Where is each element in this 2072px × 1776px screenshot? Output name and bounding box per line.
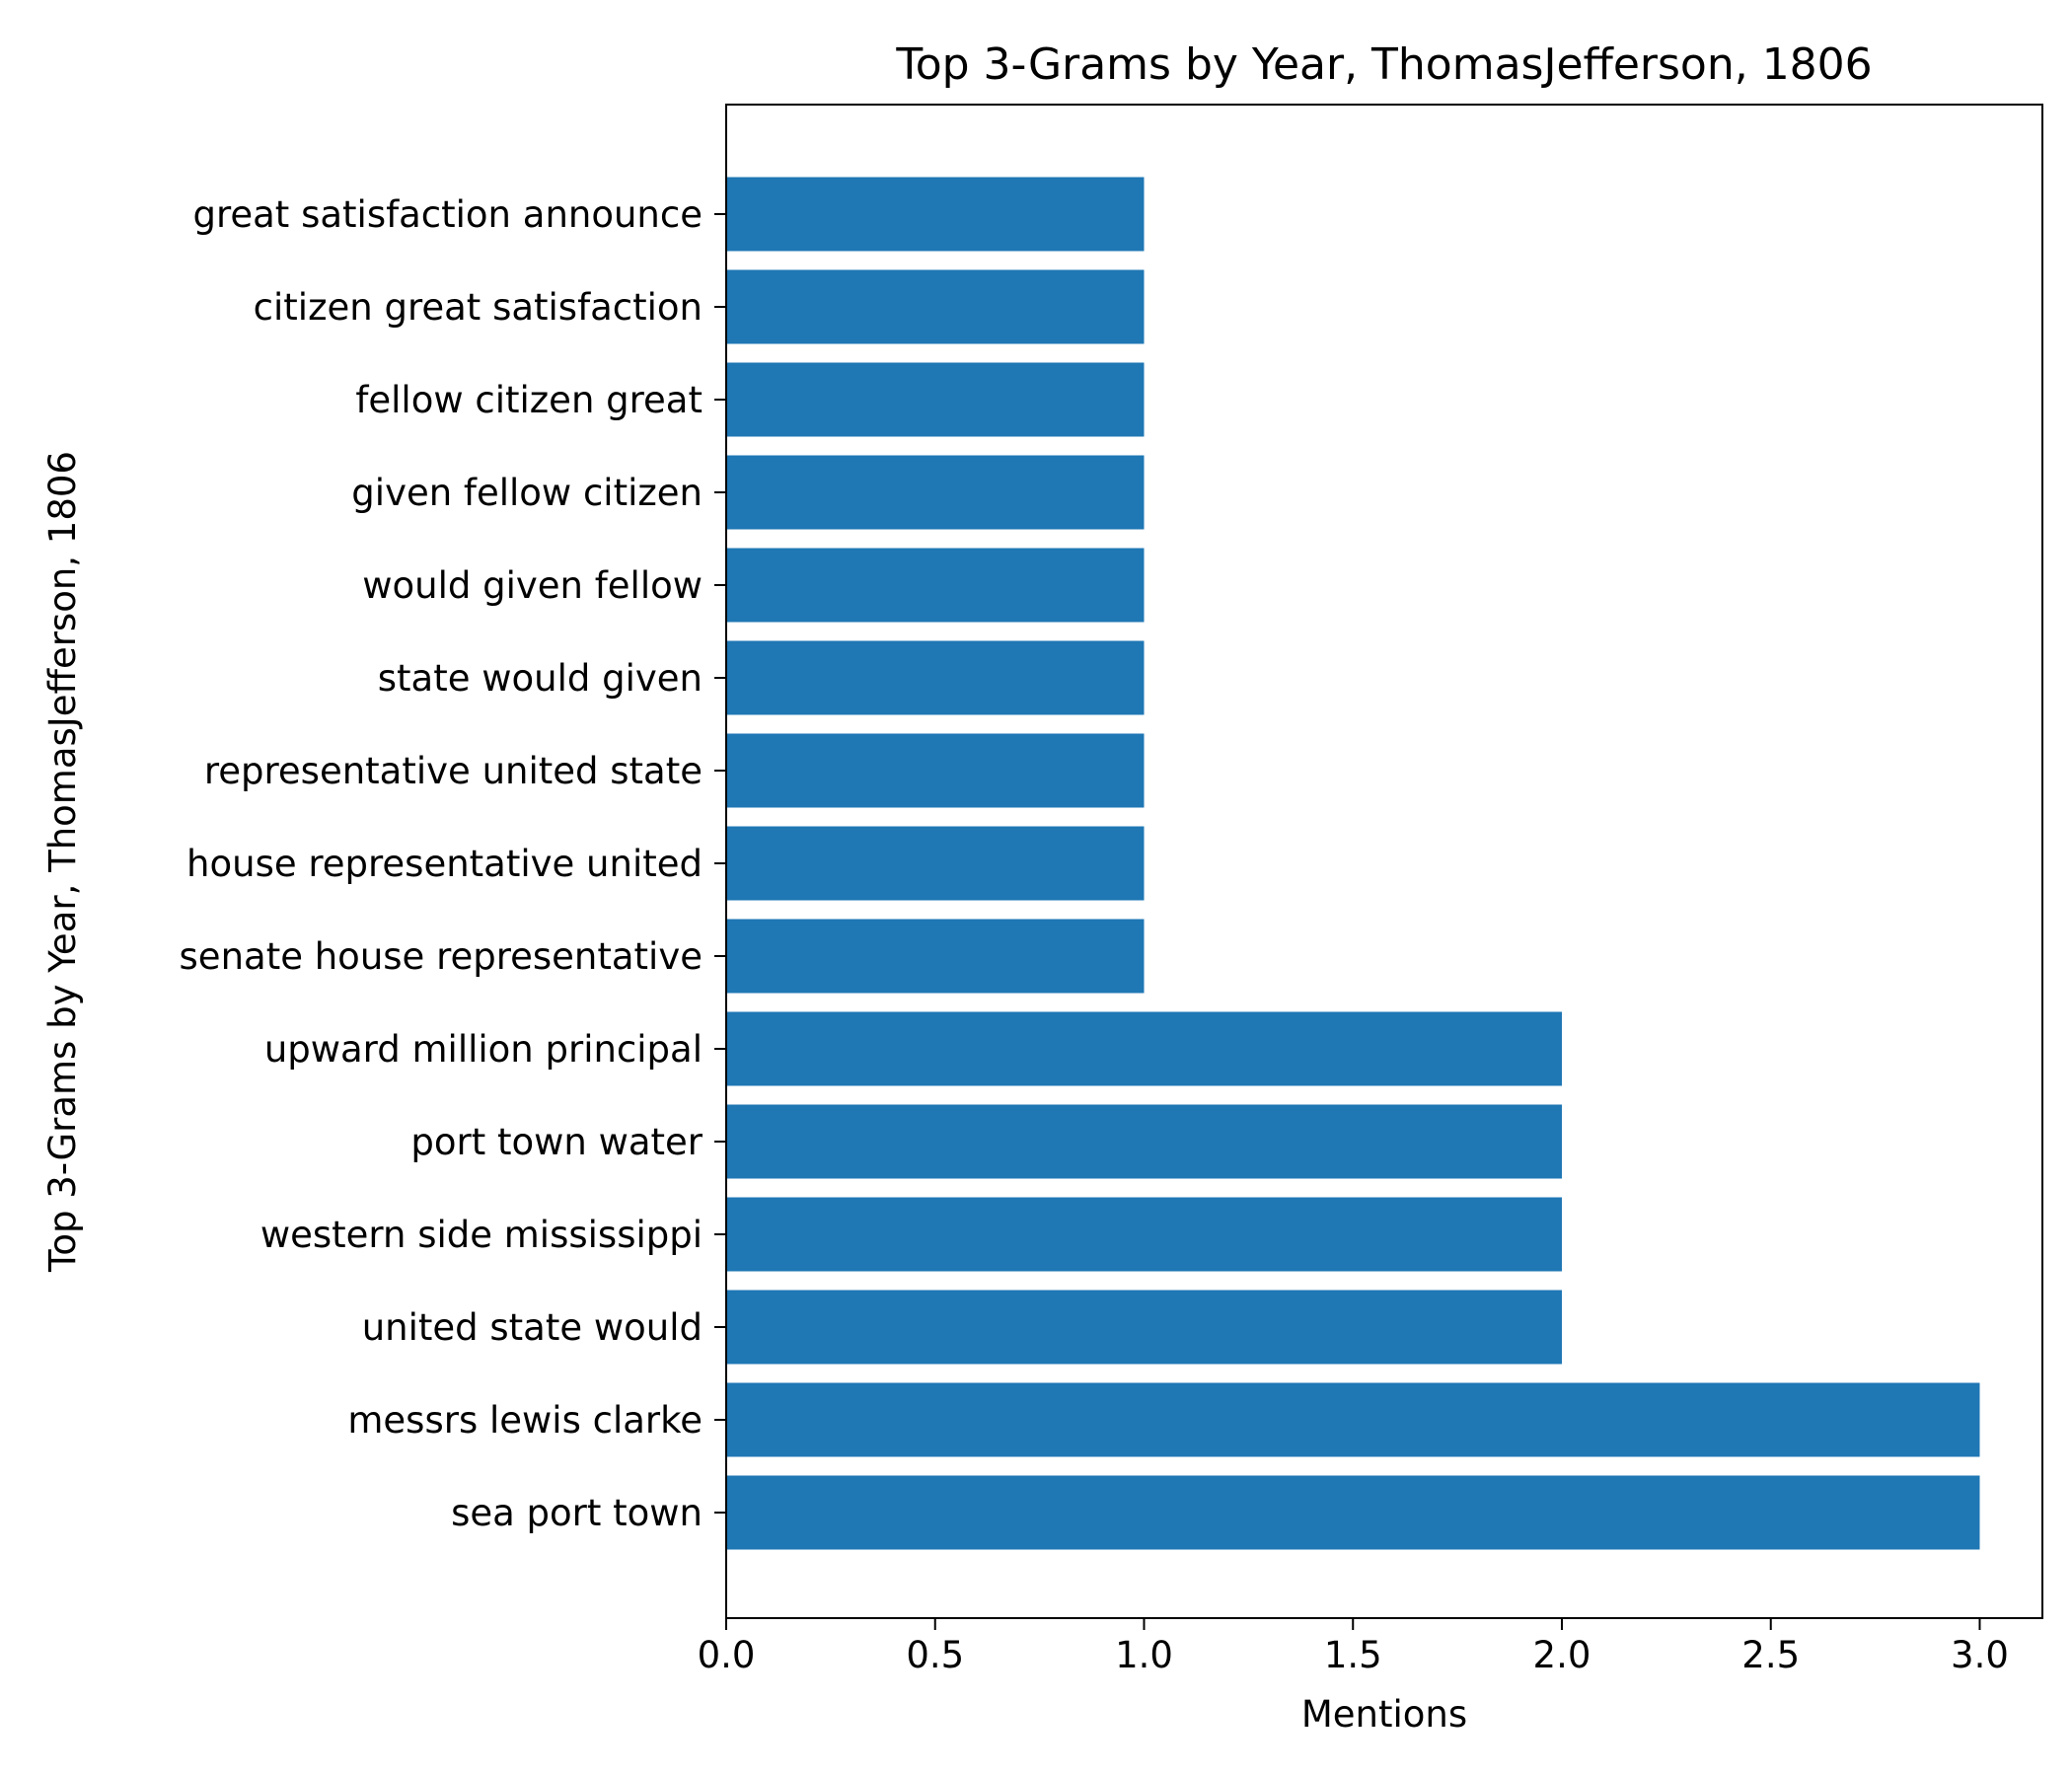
y-tick-label: great satisfaction announce [192, 193, 703, 236]
y-axis-label: Top 3-Grams by Year, ThomasJefferson, 18… [41, 451, 84, 1273]
y-tick-label: port town water [410, 1121, 703, 1163]
x-tick-label: 2.5 [1741, 1634, 1800, 1676]
x-tick-label: 3.0 [1951, 1634, 2009, 1676]
bar-great-satisfaction-announce [726, 177, 1145, 252]
bar-house-representative-united [726, 826, 1145, 901]
bar-port-town-water [726, 1104, 1562, 1179]
x-tick-label: 2.0 [1533, 1634, 1591, 1676]
y-tick-label: western side mississippi [260, 1214, 703, 1256]
bar-messrs-lewis-clarke [726, 1382, 1980, 1457]
y-tick-label: representative united state [204, 750, 703, 792]
bar-sea-port-town [726, 1475, 1980, 1550]
plot-frame [725, 104, 2043, 1619]
y-tick-label: united state would [362, 1306, 703, 1349]
y-tick-label: fellow citizen great [355, 379, 703, 421]
x-tick-label: 0.0 [698, 1634, 756, 1676]
chart-title: Top 3-Grams by Year, ThomasJefferson, 18… [895, 39, 1872, 90]
x-axis: 0.0 0.5 1.0 1.5 2.0 2.5 3.0 [698, 1618, 2009, 1676]
bar-senate-house-representative [726, 919, 1145, 994]
x-tick-label: 1.0 [1115, 1634, 1173, 1676]
y-tick-label: sea port town [451, 1492, 703, 1534]
y-tick-label: senate house representative [180, 935, 703, 978]
bar-united-state-would [726, 1290, 1562, 1365]
y-tick-label: house representative united [186, 843, 703, 885]
y-tick-label: given fellow citizen [351, 472, 703, 514]
y-axis: sea port town messrs lewis clarke united s… [180, 193, 726, 1534]
bar-representative-united-state [726, 733, 1145, 808]
y-tick-label: would given fellow [362, 564, 703, 607]
bars-group [726, 177, 1980, 1550]
y-tick-label: citizen great satisfaction [254, 286, 703, 329]
x-axis-label: Mentions [1301, 1693, 1467, 1736]
bar-state-would-given [726, 640, 1145, 715]
bar-fellow-citizen-great [726, 362, 1145, 437]
y-tick-label: state would given [378, 657, 703, 700]
y-tick-label: upward million principal [264, 1028, 703, 1071]
x-tick-label: 0.5 [906, 1634, 964, 1676]
bar-citizen-great-satisfaction [726, 269, 1145, 344]
bar-upward-million-principal [726, 1011, 1562, 1086]
bar-would-given-fellow [726, 548, 1145, 623]
y-tick-label: messrs lewis clarke [347, 1399, 703, 1442]
bar-given-fellow-citizen [726, 455, 1145, 530]
bar-western-side-mississippi [726, 1197, 1562, 1272]
x-tick-label: 1.5 [1324, 1634, 1382, 1676]
